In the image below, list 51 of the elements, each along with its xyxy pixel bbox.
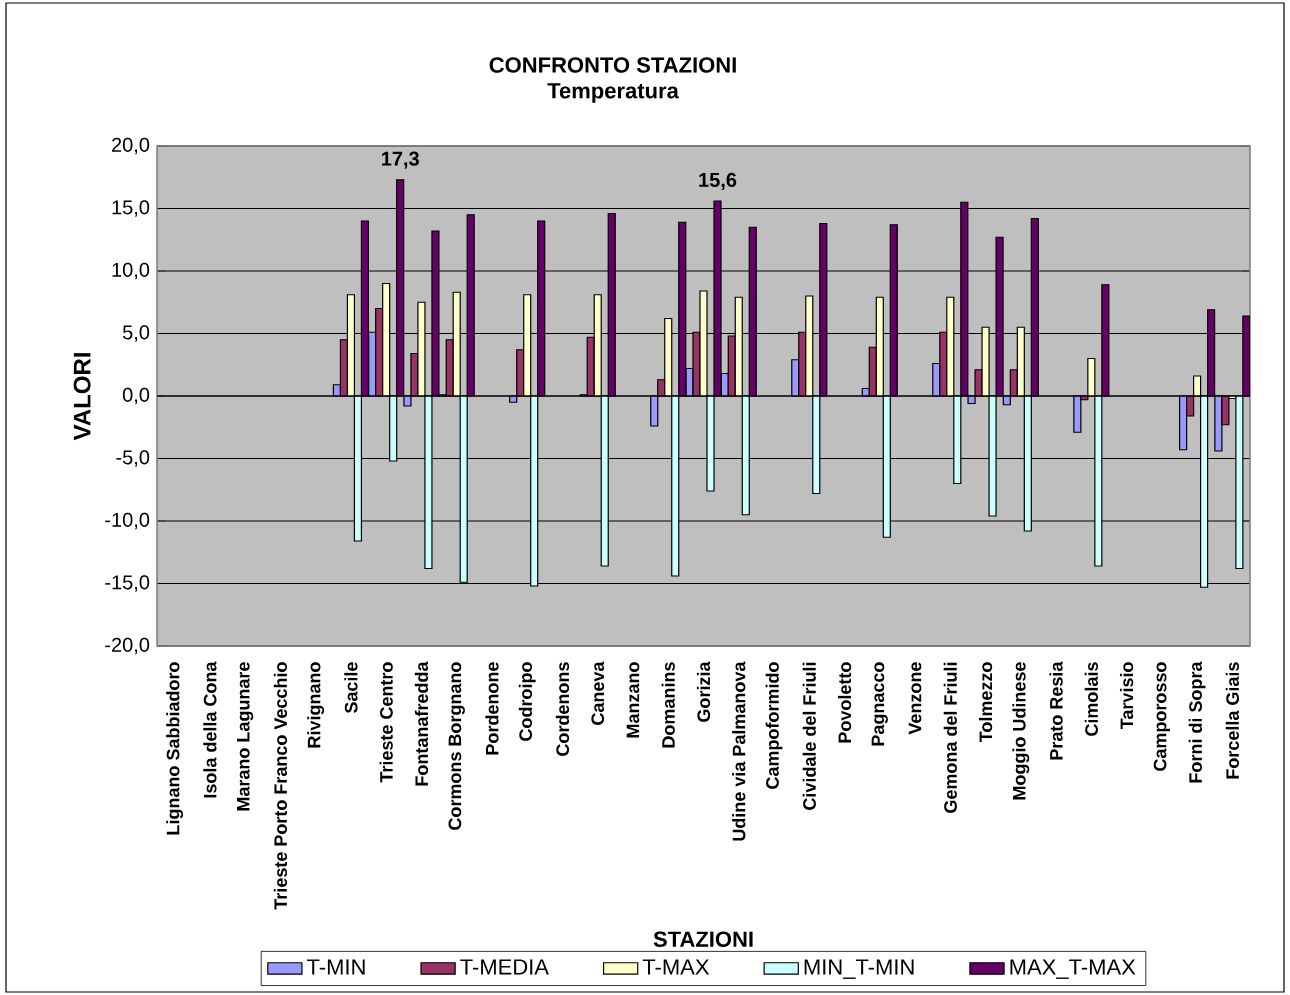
x-tick-label: Trieste Centro	[379, 662, 393, 783]
x-tick-label: Manzano	[626, 662, 640, 738]
data-label: 17,3	[381, 151, 419, 169]
x-tick-label: Venzone	[908, 662, 922, 735]
chart-title: CONFRONTO STAZIONI	[489, 57, 736, 73]
x-tick-label: Pagnacco	[871, 662, 888, 746]
x-tick-label: Campoformido	[765, 662, 783, 789]
x-tick-label: Lignano Sabbiadoro	[166, 662, 184, 835]
x-tick-label: Forni di Sopra	[1188, 661, 1206, 783]
x-tick-label: Moggio Udinese	[1012, 662, 1030, 800]
legend-label: T-MAX	[642, 959, 710, 975]
y-tick-label: 10,0	[112, 262, 150, 280]
x-tick-label: Codroipo	[518, 662, 536, 741]
x-tick-label: Povoletto	[837, 662, 852, 743]
x-tick-label: Marano Lagunare	[237, 662, 254, 811]
x-tick-label: Tarvisio	[1119, 662, 1134, 730]
x-tick-label: Cividale del Friuli	[802, 662, 816, 810]
x-tick-label: Fontanafredda	[414, 661, 429, 786]
data-label: 15,6	[699, 172, 737, 190]
y-tick-label: -5,0	[116, 450, 150, 467]
x-tick-label: Forcella Giais	[1225, 662, 1239, 779]
y-tick-label: -10,0	[105, 512, 150, 530]
y-tick-label: -15,0	[105, 575, 150, 592]
x-tick-label: Tolmezzo	[978, 662, 993, 743]
y-tick-label: 5,0	[122, 325, 150, 342]
y-tick-label: 15,0	[112, 200, 150, 217]
legend-label: MAX_T-MAX	[1010, 959, 1136, 979]
x-tick-label: Cimolais	[1084, 662, 1098, 736]
y-tick-label: 0,0	[122, 387, 150, 405]
x-tick-label: Isola della Cona	[203, 661, 217, 798]
x-tick-label: Caneva	[591, 661, 605, 725]
x-tick-label: Cormons Borgnano	[448, 662, 465, 830]
x-axis-title: STAZIONI	[653, 931, 753, 947]
x-tick-label: Domanins	[661, 662, 675, 748]
x-tick-label: Trieste Porto Franco Vecchio	[273, 662, 288, 910]
x-tick-label: Gorizia	[696, 661, 711, 722]
legend-label: T-MIN	[307, 959, 365, 975]
x-tick-label: Udine via Palmanova	[732, 661, 746, 841]
x-tick-label: Rivignano	[307, 662, 325, 748]
x-tick-label: Camporosso	[1153, 662, 1170, 771]
x-tick-label: Cordenons	[555, 662, 570, 756]
x-tick-label: Pordenone	[485, 662, 499, 755]
x-tick-label: Sacile	[344, 662, 358, 714]
x-tick-label: Prato Resia	[1049, 661, 1063, 760]
y-axis-title: VALORI	[73, 353, 91, 441]
legend-label: T-MEDIA	[460, 959, 549, 975]
chart-subtitle: Temperatura	[547, 83, 679, 103]
legend-label: MIN_T-MIN	[804, 959, 914, 979]
y-tick-label: 20,0	[112, 137, 150, 155]
x-tick-label: Gemona del Friuli	[943, 662, 957, 813]
y-tick-label: -20,0	[105, 637, 150, 655]
